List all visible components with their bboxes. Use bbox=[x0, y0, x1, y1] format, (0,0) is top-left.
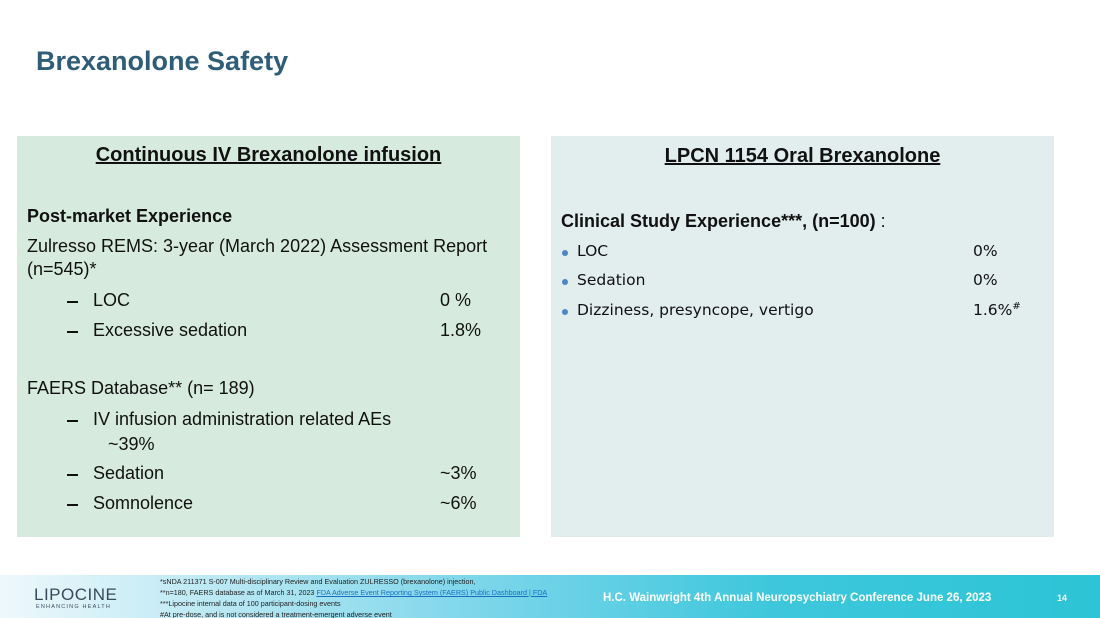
footnote-mark: # bbox=[1012, 301, 1021, 312]
item-label: Dizziness, presyncope, vertigo bbox=[577, 301, 814, 319]
logo: LIPOCINE bbox=[34, 585, 118, 604]
left-panel: Continuous IV Brexanolone infusion Post-… bbox=[17, 136, 520, 537]
panel-heading: LPCN 1154 Oral Brexanolone bbox=[664, 145, 941, 167]
item-value: ~3% bbox=[440, 463, 477, 483]
subheading: Post-market Experience bbox=[27, 206, 233, 226]
footnote: **n=180, FAERS database as of March 31, … bbox=[160, 588, 315, 597]
subheading-line: Clinical Study Experience***, (n=100) : bbox=[561, 211, 886, 232]
item-label: IV infusion administration related AEs bbox=[93, 409, 392, 429]
footnote: #At pre-dose, and is not considered a tr… bbox=[160, 610, 392, 618]
bullet bbox=[562, 250, 568, 256]
source: FAERS Database** (n= 189) bbox=[27, 378, 255, 398]
footnote-link[interactable]: FDA Adverse Event Reporting System (FAER… bbox=[316, 588, 548, 597]
footnote: ***Lipocine internal data of 100 partici… bbox=[160, 599, 341, 608]
dash bbox=[67, 504, 78, 506]
bullet bbox=[562, 309, 568, 315]
slide-title: Brexanolone Safety bbox=[36, 46, 289, 76]
item-label: Sedation bbox=[93, 463, 165, 483]
item-label: Excessive sedation bbox=[93, 320, 248, 340]
footnote: *sNDA 211371 S-007 Multi-disciplinary Re… bbox=[160, 577, 476, 586]
item-label: LOC bbox=[577, 242, 609, 260]
bullet bbox=[562, 279, 568, 285]
item-value: 0% bbox=[973, 271, 998, 289]
item-value: 0 % bbox=[440, 290, 472, 310]
dash bbox=[67, 331, 78, 333]
conference: H.C. Wainwright 4th Annual Neuropsychiat… bbox=[603, 592, 992, 604]
logo-tagline: ENHANCING HEALTH bbox=[36, 604, 112, 610]
item-value-line: 1.6%# bbox=[973, 301, 1021, 319]
panel-heading: Continuous IV Brexanolone infusion bbox=[95, 144, 442, 166]
source: Zulresso REMS: 3-year (March 2022) Asses… bbox=[27, 236, 488, 279]
item-value: 1.6% bbox=[973, 301, 1013, 320]
right-panel: LPCN 1154 Oral Brexanolone Clinical Stud… bbox=[551, 136, 1054, 537]
footnote-line: **n=180, FAERS database as of March 31, … bbox=[160, 588, 547, 597]
item-value: ~39% bbox=[108, 434, 155, 454]
dash bbox=[67, 420, 78, 422]
dash bbox=[67, 301, 78, 303]
subheading: Clinical Study Experience***, (n=100) bbox=[561, 211, 876, 231]
item-value: ~6% bbox=[440, 493, 477, 513]
item-value: 0% bbox=[973, 242, 998, 260]
footer: LIPOCINE ENHANCING HEALTH *sNDA 211371 S… bbox=[0, 575, 1100, 618]
subheading-suffix: : bbox=[875, 211, 886, 231]
item-value: 1.8% bbox=[440, 320, 482, 340]
page-number: 14 bbox=[1057, 593, 1068, 603]
item-label: Somnolence bbox=[93, 493, 194, 513]
dash bbox=[67, 474, 78, 476]
item-label: Sedation bbox=[577, 271, 646, 289]
item-label: LOC bbox=[93, 290, 131, 310]
